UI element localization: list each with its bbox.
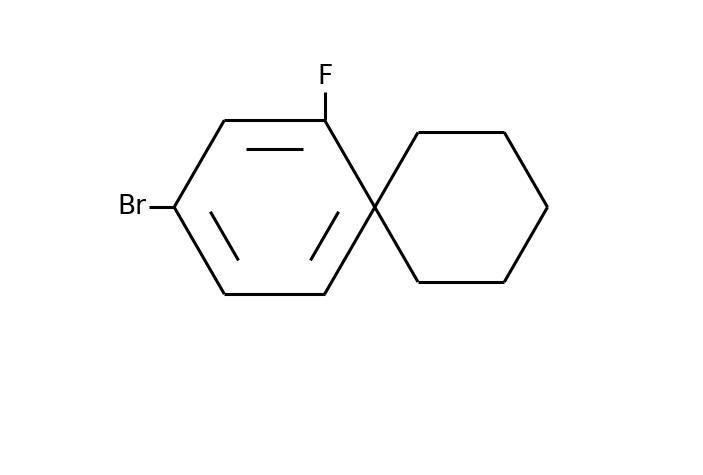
Text: F: F bbox=[317, 64, 333, 90]
Text: Br: Br bbox=[117, 194, 146, 220]
